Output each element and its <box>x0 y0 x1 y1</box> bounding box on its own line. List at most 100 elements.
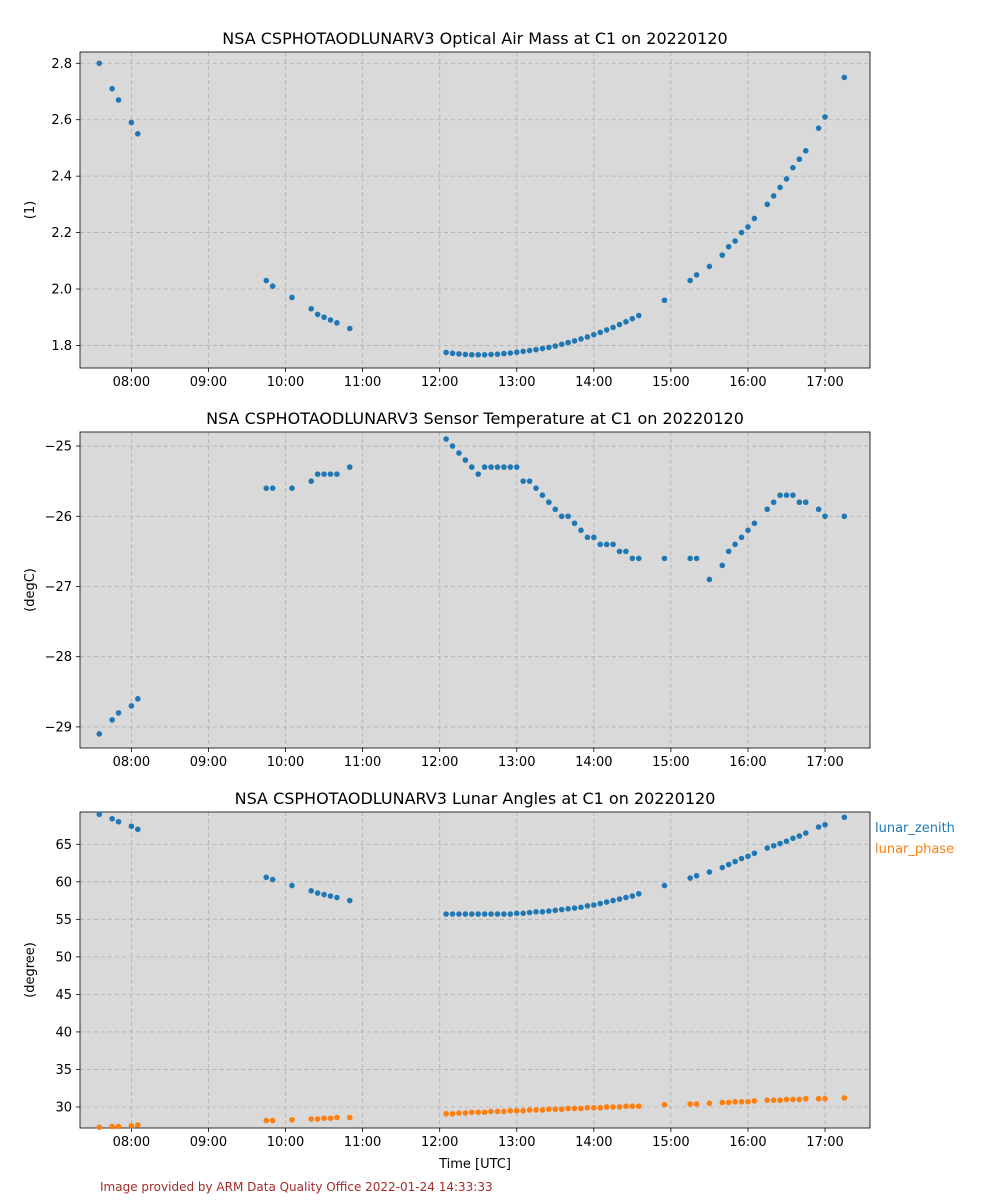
y-axis-label: (degC) <box>23 568 38 612</box>
data-point <box>591 902 597 908</box>
y-tick-label: 30 <box>55 1100 72 1115</box>
data-point <box>578 1105 584 1112</box>
data-point <box>732 858 738 865</box>
data-point <box>732 541 738 548</box>
data-point <box>321 1115 327 1122</box>
data-point <box>115 710 122 716</box>
chart-title: NSA CSPHOTAODLUNARV3 Lunar Angles at C1 … <box>235 789 716 808</box>
data-point <box>462 351 469 358</box>
data-point <box>468 1109 475 1116</box>
data-point <box>346 897 353 904</box>
plot-area <box>80 812 870 1128</box>
data-point <box>796 1096 803 1103</box>
data-point <box>783 1096 790 1103</box>
data-point <box>269 485 276 491</box>
data-point <box>616 1104 623 1110</box>
data-point <box>327 1115 334 1122</box>
data-point <box>109 1123 115 1130</box>
data-point <box>443 349 449 356</box>
data-point <box>635 555 642 562</box>
series-series-1 <box>96 60 848 358</box>
data-point <box>501 911 507 917</box>
data-point <box>263 277 270 284</box>
x-tick-label: 08:00 <box>113 755 150 770</box>
data-point <box>269 876 276 883</box>
data-point <box>475 1109 482 1116</box>
data-point <box>584 534 591 541</box>
data-point <box>526 909 533 916</box>
data-point <box>96 811 103 818</box>
data-point <box>635 1103 642 1110</box>
data-point <box>558 906 565 913</box>
data-point <box>501 464 507 470</box>
plot-area <box>80 52 870 368</box>
data-point <box>443 1110 449 1117</box>
data-point <box>790 164 796 171</box>
plot-area <box>80 432 870 748</box>
x-tick-label: 14:00 <box>575 375 612 390</box>
data-point <box>597 1104 604 1111</box>
data-point <box>661 297 668 304</box>
data-point <box>481 351 488 358</box>
data-point <box>629 555 636 562</box>
data-point <box>629 1103 636 1110</box>
data-point <box>841 74 848 81</box>
data-point <box>687 277 693 284</box>
y-tick-label: 2.8 <box>51 57 72 72</box>
data-point <box>629 893 636 899</box>
data-point <box>802 499 809 506</box>
x-tick-label: 10:00 <box>267 755 304 770</box>
data-point <box>327 471 334 477</box>
data-point <box>558 341 565 348</box>
data-point <box>616 548 623 555</box>
data-point <box>578 336 584 342</box>
data-point <box>488 464 494 470</box>
data-point <box>822 114 828 120</box>
x-tick-label: 17:00 <box>806 1135 843 1150</box>
data-point <box>815 824 822 830</box>
data-point <box>533 1107 539 1113</box>
series-lunar_zenith <box>96 811 848 917</box>
data-point <box>552 1106 559 1113</box>
y-tick-label: −27 <box>45 580 72 595</box>
y-tick-label: 45 <box>55 988 72 1003</box>
data-point <box>526 347 533 354</box>
data-point <box>546 1106 552 1113</box>
data-point <box>135 826 141 833</box>
data-point <box>346 1114 353 1121</box>
data-point <box>109 717 115 723</box>
data-point <box>706 1100 713 1107</box>
data-point <box>456 911 462 917</box>
data-point <box>623 548 629 555</box>
series-series-1 <box>96 436 848 737</box>
data-point <box>815 506 822 513</box>
data-point <box>289 485 295 491</box>
data-point <box>738 229 745 236</box>
data-point <box>777 184 783 191</box>
data-point <box>135 131 141 137</box>
data-point <box>815 1095 822 1102</box>
data-point <box>263 874 270 881</box>
data-point <box>584 903 591 909</box>
data-point <box>327 317 334 323</box>
data-point <box>751 1098 758 1104</box>
data-point <box>334 894 340 901</box>
y-tick-label: 2.0 <box>51 283 72 298</box>
data-point <box>725 548 732 555</box>
legend-entry: lunar_zenith <box>875 821 955 836</box>
data-point <box>507 911 514 917</box>
data-point <box>764 1097 771 1104</box>
data-point <box>591 331 597 338</box>
data-point <box>96 60 103 67</box>
data-point <box>661 1101 668 1108</box>
data-point <box>263 1117 270 1124</box>
data-point <box>687 875 693 881</box>
data-point <box>558 1106 565 1113</box>
data-point <box>539 492 546 499</box>
data-point <box>115 97 122 103</box>
data-point <box>719 1099 726 1106</box>
data-point <box>501 1108 507 1115</box>
x-tick-label: 11:00 <box>344 1135 381 1150</box>
data-point <box>661 555 668 562</box>
data-point <box>481 911 488 917</box>
